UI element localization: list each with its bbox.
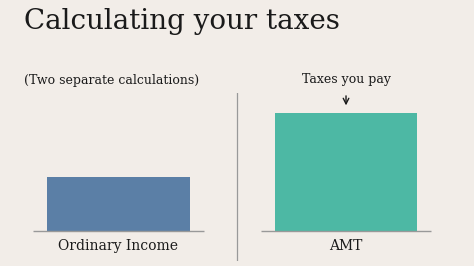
Text: (Two separate calculations): (Two separate calculations) xyxy=(24,74,199,88)
Text: Taxes you pay: Taxes you pay xyxy=(301,73,391,86)
Bar xyxy=(275,113,417,231)
Text: AMT: AMT xyxy=(329,239,363,253)
Text: Ordinary Income: Ordinary Income xyxy=(58,239,179,253)
Text: Calculating your taxes: Calculating your taxes xyxy=(24,8,339,35)
Bar xyxy=(47,177,190,231)
